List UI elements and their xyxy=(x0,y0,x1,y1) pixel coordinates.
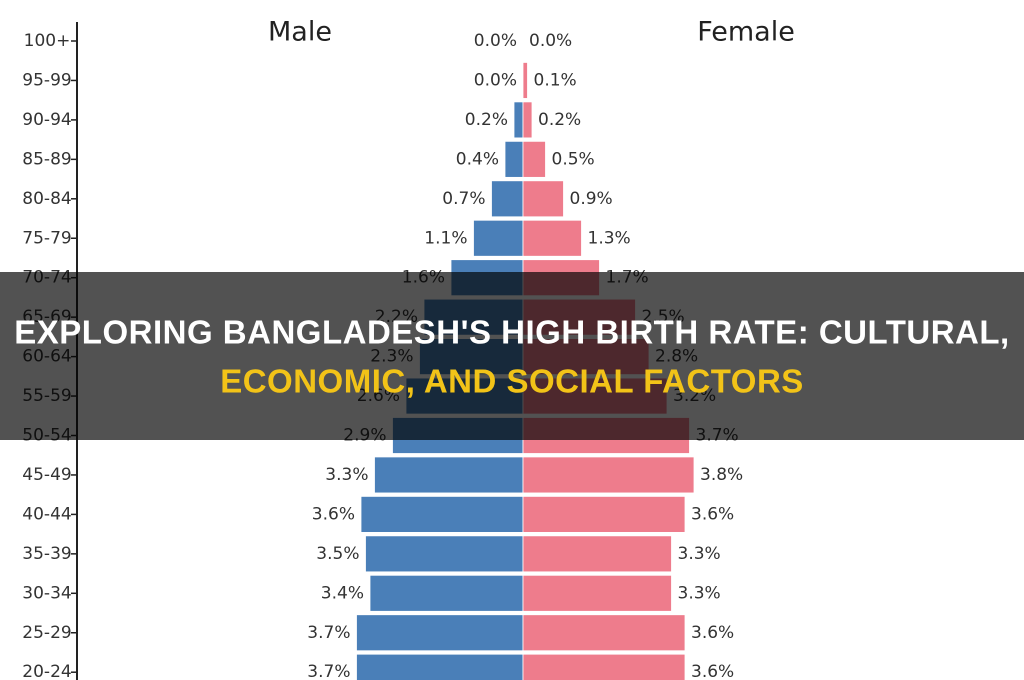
data-label: 3.3% xyxy=(678,544,721,564)
data-label: 0.2% xyxy=(465,110,508,130)
data-label: 1.1% xyxy=(424,228,467,248)
bar xyxy=(513,101,524,139)
title-band xyxy=(0,272,1024,440)
data-label: 3.6% xyxy=(312,504,355,524)
bar xyxy=(365,535,524,573)
y-tick-label: 40-44 xyxy=(22,504,71,524)
bar xyxy=(491,180,524,218)
bar xyxy=(504,140,524,178)
data-label: 3.4% xyxy=(321,583,364,603)
bar xyxy=(360,495,524,533)
data-label: 0.5% xyxy=(552,149,595,169)
data-label: 3.8% xyxy=(700,465,743,485)
bar xyxy=(356,653,524,680)
bar xyxy=(522,101,533,139)
data-label: 3.6% xyxy=(691,504,734,524)
y-tick-label: 45-49 xyxy=(22,465,71,485)
y-tick-label: 95-99 xyxy=(22,70,71,90)
data-label: 0.2% xyxy=(538,110,581,130)
y-tick-label: 25-29 xyxy=(22,623,71,643)
y-tick-label: 30-34 xyxy=(22,583,71,603)
data-label: 1.3% xyxy=(588,228,631,248)
bar xyxy=(522,180,564,218)
bar xyxy=(522,574,672,612)
y-tick-label: 85-89 xyxy=(22,149,71,169)
bar xyxy=(522,62,528,99)
bar xyxy=(522,653,686,680)
bar xyxy=(369,574,524,612)
bar xyxy=(522,219,582,257)
data-label: 3.3% xyxy=(325,465,368,485)
data-label: 0.1% xyxy=(534,70,577,90)
bar xyxy=(473,219,524,257)
data-label: 3.3% xyxy=(678,583,721,603)
data-label: 0.0% xyxy=(474,70,517,90)
overlay-title: ECONOMIC, AND SOCIAL FACTORS xyxy=(220,363,804,400)
y-tick-label: 80-84 xyxy=(22,189,71,209)
data-label: 3.5% xyxy=(316,544,359,564)
y-tick-label: 75-79 xyxy=(22,228,71,248)
bar xyxy=(356,614,524,652)
data-label: 0.7% xyxy=(442,189,485,209)
data-label: 3.6% xyxy=(691,662,734,680)
overlay-title: EXPLORING BANGLADESH'S HIGH BIRTH RATE: … xyxy=(14,314,1009,351)
data-label: 0.0% xyxy=(474,31,517,51)
y-tick-label: 35-39 xyxy=(22,544,71,564)
data-label: 0.0% xyxy=(529,31,572,51)
y-tick-label: 100+ xyxy=(24,31,71,51)
bar xyxy=(522,535,672,573)
data-label: 3.6% xyxy=(691,623,734,643)
bar xyxy=(522,456,695,494)
y-tick-label: 20-24 xyxy=(22,662,71,680)
data-label: 0.9% xyxy=(570,189,613,209)
y-tick-label: 90-94 xyxy=(22,110,71,130)
legend-label: Female xyxy=(697,17,795,48)
legend-label: Male xyxy=(268,17,332,48)
data-label: 3.7% xyxy=(307,662,350,680)
data-label: 0.4% xyxy=(456,149,499,169)
bar xyxy=(522,495,686,533)
data-label: 3.7% xyxy=(307,623,350,643)
bar xyxy=(374,456,524,494)
bar xyxy=(522,140,546,178)
bar xyxy=(522,614,686,652)
